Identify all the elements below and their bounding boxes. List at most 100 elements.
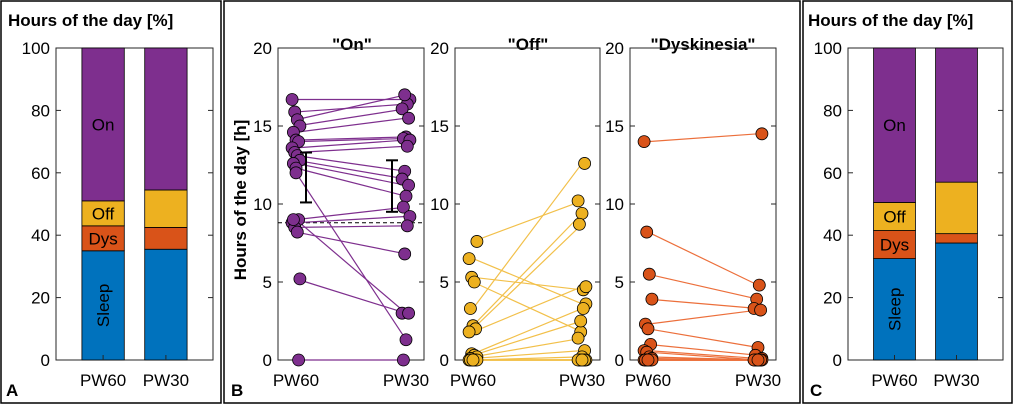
- on-pair-line: [295, 215, 407, 224]
- off-pair-line: [472, 276, 583, 291]
- on-pair-line: [295, 231, 407, 255]
- off-pair-line: [472, 320, 583, 356]
- off-xtick-label: PW60: [450, 371, 496, 390]
- panel-c-ytick-label: 60: [823, 164, 842, 183]
- on-point-pw30: [396, 200, 410, 214]
- dyskinesia-pair-line: [647, 273, 759, 300]
- on-point-pw30: [396, 353, 410, 367]
- off-point-pw60: [462, 325, 476, 339]
- panel-c-xtick-label: PW60: [871, 371, 917, 390]
- panel-a-ytick-label: 40: [31, 226, 50, 245]
- on-pair-line: [295, 155, 407, 172]
- off-point-pw60: [462, 252, 476, 266]
- off-point-pw30: [579, 280, 593, 294]
- dyskinesia-paired-scatter: 0 5 10 15 20 PW60 PW30: [605, 39, 781, 390]
- on-point-pw30: [399, 189, 413, 203]
- off-pair-line: [472, 281, 583, 333]
- on-point-pw30: [398, 88, 412, 102]
- dyskinesia-pair-line: [647, 328, 759, 349]
- dyskinesia-pair-line: [647, 343, 759, 356]
- panel-a-letter: A: [6, 381, 18, 400]
- on-pair-line: [295, 108, 407, 127]
- panel-c-bar-sleep-pw30: [935, 242, 978, 361]
- panel-a-xtick-label: PW60: [80, 371, 126, 390]
- on-pair-line: [295, 225, 407, 228]
- panel-c-bar-dys-pw60: [873, 230, 916, 260]
- on-ytick-label: 5: [263, 273, 272, 292]
- on-point-pw30: [402, 111, 416, 125]
- dyskinesia-point-pw60: [640, 225, 654, 239]
- panel-a-segment-label: On: [92, 115, 115, 134]
- dyskinesia-pair-line: [647, 231, 759, 286]
- dyskinesia-ytick-label: 20: [605, 39, 624, 58]
- dyskinesia-point-pw30: [754, 303, 767, 317]
- off-pair-line: [472, 337, 583, 358]
- on-point-pw30: [402, 306, 416, 320]
- dyskinesia-xtick-label: PW30: [735, 371, 781, 390]
- off-pair-line: [472, 307, 583, 355]
- dyskinesia-point-pw30: [755, 127, 769, 141]
- on-xtick-label: PW60: [273, 371, 319, 390]
- off-pair-line: [472, 286, 583, 333]
- on-pair-line: [295, 137, 407, 143]
- off-point-pw30: [578, 157, 591, 170]
- panel-b-letter: B: [231, 381, 243, 400]
- off-plot-title: "Off": [508, 35, 549, 54]
- panel-c-xtick-label: PW30: [933, 371, 979, 390]
- off-xtick-label: PW30: [559, 371, 605, 390]
- on-point-pw60: [293, 272, 307, 286]
- panel-a-xtick-label: PW30: [143, 371, 189, 390]
- panel-c-axes-box: [847, 47, 1004, 361]
- on-pair-line: [295, 206, 407, 221]
- off-pair-line: [472, 223, 583, 330]
- off-ytick-label: 15: [430, 117, 449, 136]
- panel-c-segment-label: Sleep: [886, 288, 905, 331]
- panel-c-segment-label: Off: [883, 207, 906, 226]
- panel-c-stacked-bar: 0 20 40 60 80 100 PW60 Sleep Dys Off On PW30: [814, 39, 1004, 390]
- off-point-pw30: [575, 353, 589, 367]
- off-pair-line: [472, 350, 583, 360]
- on-point-pw30: [398, 247, 412, 261]
- dyskinesia-pair-line: [647, 350, 759, 360]
- dyskinesia-pair-line: [647, 298, 759, 310]
- on-pair-line: [295, 278, 407, 314]
- panel-c-bar-dys-pw30: [935, 233, 978, 244]
- on-pair-line: [295, 145, 407, 154]
- y-axis-label: Hours of the day [h]: [231, 120, 250, 281]
- off-point-pw60: [467, 275, 481, 289]
- panel-c-segment-label: Dys: [880, 236, 909, 255]
- off-point-pw30: [571, 194, 585, 208]
- panel-a-ytick-label: 80: [31, 101, 50, 120]
- dyskinesia-ytick-label: 10: [605, 195, 624, 214]
- panel-c-bar-off-pw30: [935, 181, 978, 235]
- panel-a-segment-label: Sleep: [94, 284, 113, 327]
- panel-a-bar-off-pw30: [144, 189, 188, 228]
- on-pair-line: [295, 136, 407, 141]
- panel-b-frame: [223, 0, 801, 404]
- off-point-pw60: [470, 235, 484, 248]
- on-ytick-label: 10: [253, 195, 272, 214]
- on-ytick-label: 0: [263, 351, 272, 370]
- panel-a-axes-box: [55, 47, 214, 361]
- on-point-pw60: [290, 225, 304, 239]
- dyskinesia-pair-line: [647, 133, 759, 143]
- off-ytick-label: 0: [440, 351, 449, 370]
- panel-c-frame: [802, 0, 1013, 404]
- dyskinesia-xtick-label: PW60: [625, 371, 671, 390]
- dyskinesia-ytick-label: 5: [615, 273, 624, 292]
- panel-c-ytick-label: 100: [814, 39, 842, 58]
- off-point-pw30: [576, 302, 590, 315]
- off-pair-line: [472, 212, 583, 327]
- dyskinesia-pair-line: [647, 351, 759, 361]
- on-point-pw30: [400, 139, 414, 153]
- on-point-pw60: [286, 213, 300, 227]
- off-ytick-label: 10: [430, 195, 449, 214]
- dyskinesia-point-pw30: [752, 278, 766, 292]
- panel-a-bar-on-pw60: [81, 47, 125, 202]
- panel-c-ytick-label: 20: [823, 289, 842, 308]
- panel-a-segment-label: Dys: [88, 229, 117, 248]
- panel-a-ytick-label: 60: [31, 164, 50, 183]
- off-point-pw30: [575, 206, 589, 220]
- on-paired-scatter: 0 5 10 15 20 PW60 PW30: [253, 39, 429, 390]
- dyskinesia-ytick-label: 15: [605, 117, 624, 136]
